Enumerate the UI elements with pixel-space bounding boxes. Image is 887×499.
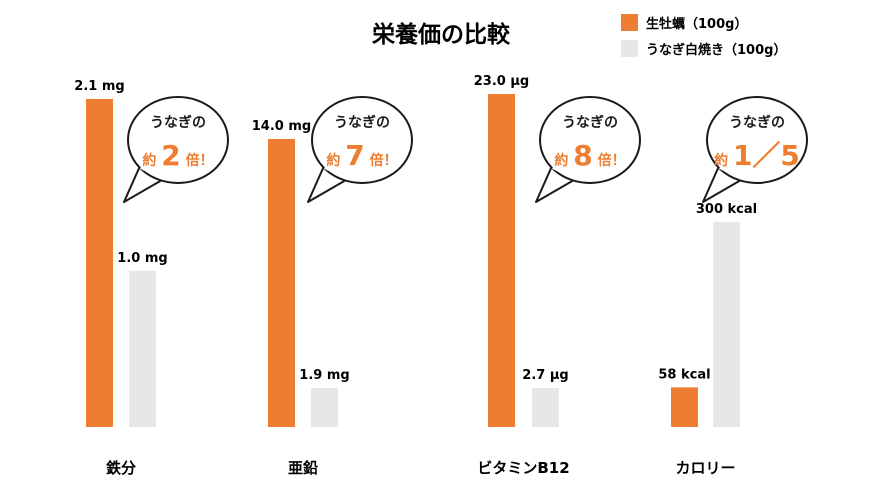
speech-bubble-join [140,165,164,180]
speech-bubble-join [552,165,576,180]
value-label-calories-oyster: 58 kcal [658,367,710,382]
annotation-suffix: 倍！ [593,152,626,169]
bar-iron-oyster [86,99,113,427]
legend: 生牡蠣（100g） うなぎ白焼き（100g） [621,14,786,58]
category-label-calories: カロリー [675,459,735,477]
bar-zinc-oyster [268,139,295,427]
annotation-prefix: 約 [326,152,345,169]
speech-bubble-outline [706,96,808,184]
category-label-zinc: 亜鉛 [288,459,318,477]
annotation-line1: うなぎの [729,114,785,131]
category-label-iron: 鉄分 [106,459,136,477]
annotation-suffix: 倍！ [181,152,214,169]
value-label-calories-eel: 300 kcal [696,202,757,217]
annotation-line1: うなぎの [334,114,390,131]
annotation-suffix: 倍！ [365,152,398,169]
annotation-ratio: 約 1／5 [714,139,800,172]
annotation-line1: うなぎの [562,114,618,131]
speech-bubble-join [719,165,743,180]
annotation-number: 8 [573,139,592,172]
legend-label-eel: うなぎ白焼き（100g） [646,42,786,58]
value-label-iron-eel: 1.0 mg [117,251,167,266]
annotation-ratio: 約 2 倍！ [142,139,213,172]
speech-bubble-outline [311,96,413,184]
annotation-number: 1／5 [733,139,800,172]
annotation-number: 7 [345,139,364,172]
value-label-vitamin-b12-eel: 2.7 μg [522,368,568,383]
annotation-number: 2 [161,139,180,172]
speech-bubble-outline [127,96,229,184]
value-label-zinc-oyster: 14.0 mg [252,119,311,134]
annotation-ratio: 約 7 倍！ [326,139,397,172]
bar-calories-oyster [671,387,698,427]
annotation-line1: うなぎの [150,114,206,131]
category-label-vitamin-b12: ビタミンB12 [477,459,569,477]
value-label-zinc-eel: 1.9 mg [299,368,349,383]
bar-calories-eel [713,222,740,427]
annotation-ratio: 約 8 倍！ [554,139,625,172]
legend-swatch-eel [621,40,638,57]
bar-zinc-eel [311,387,338,427]
value-label-iron-oyster: 2.1 mg [74,79,124,94]
annotation-prefix: 約 [142,152,161,169]
bar-vitamin-b12-oyster [488,94,515,427]
legend-swatch-oyster [621,14,638,31]
annotation-prefix: 約 [714,152,733,169]
speech-bubble-join [324,165,348,180]
speech-bubble-outline [539,96,641,184]
value-label-vitamin-b12-oyster: 23.0 μg [474,74,529,89]
bar-iron-eel [129,270,156,427]
legend-label-oyster: 生牡蠣（100g） [646,16,747,32]
bar-vitamin-b12-eel [532,387,559,427]
chart-title: 栄養価の比較 [371,21,511,48]
annotation-prefix: 約 [554,152,573,169]
